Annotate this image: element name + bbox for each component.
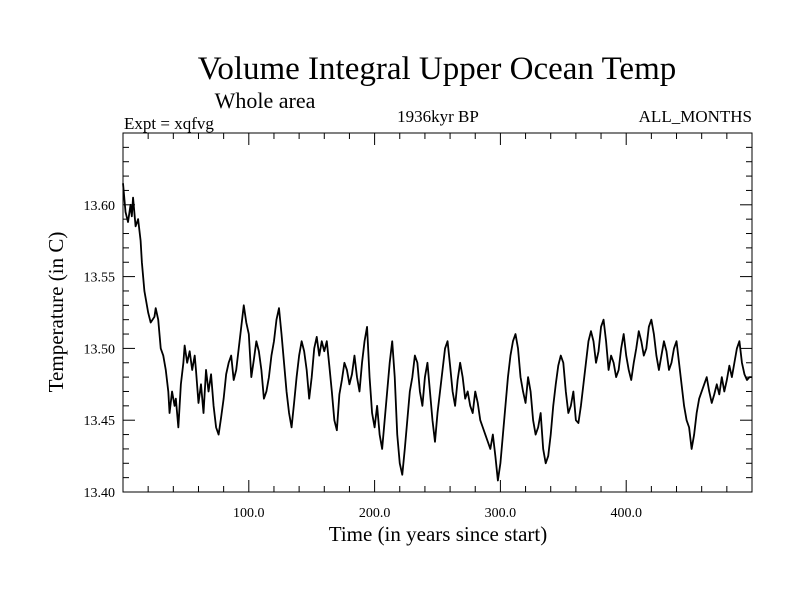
plot-area: 100.0 200.0 300.0 400.0 13.40 13.45 13.50 13.55… <box>84 132 753 521</box>
x-tick-label: 200.0 <box>359 506 391 521</box>
chart-title: Volume Integral Upper Ocean Temp <box>198 51 676 87</box>
y-tick-label: 13.40 <box>84 486 116 501</box>
x-axis-label: Time (in years since start) <box>329 522 548 546</box>
months-label: ALL_MONTHS <box>639 107 752 126</box>
plot-frame <box>122 132 753 493</box>
x-tick-label: 100.0 <box>233 506 265 521</box>
y-tick-label: 13.55 <box>84 271 116 286</box>
x-tick-label: 300.0 <box>485 506 517 521</box>
y-axis-label: Temperature (in C) <box>44 232 68 393</box>
experiment-label: Expt = xqfvg <box>124 114 214 133</box>
tick-labels: 100.0 200.0 300.0 400.0 13.40 13.45 13.50 13.55… <box>84 199 642 521</box>
series-line-temperature <box>122 183 752 482</box>
x-tick-label: 400.0 <box>610 506 642 521</box>
period-label: 1936kyr BP <box>397 107 479 126</box>
y-tick-label: 13.45 <box>84 414 116 429</box>
y-tick-label: 13.60 <box>84 199 116 214</box>
y-tick-label: 13.50 <box>84 342 116 357</box>
axis-ticks <box>123 133 752 492</box>
chart-subtitle: Whole area <box>215 88 316 113</box>
